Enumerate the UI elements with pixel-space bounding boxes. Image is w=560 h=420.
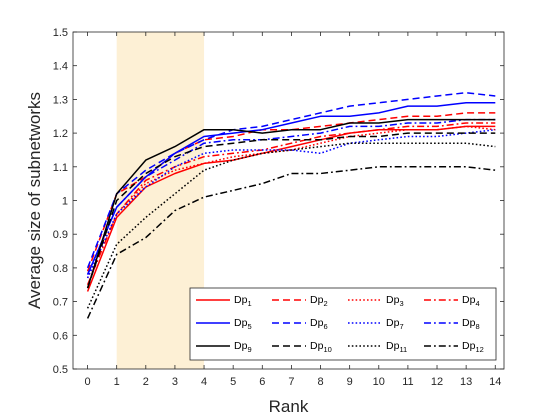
y-tick-label: 1.3 <box>53 94 68 106</box>
x-tick-label: 2 <box>143 376 149 388</box>
y-tick-label: 0.9 <box>53 229 68 241</box>
y-tick-label: 1.4 <box>53 61 68 73</box>
series-line-dp1 <box>86 125 496 292</box>
x-axis-label: Rank <box>269 397 309 416</box>
y-axis-label: Average size of subnetworks <box>25 92 44 309</box>
legend-label-dp1: Dp1 <box>234 294 252 308</box>
series-line-dp7 <box>86 128 496 279</box>
legend-label-dp9: Dp9 <box>234 340 252 354</box>
series-line-dp2 <box>86 112 496 272</box>
y-tick-label: 1.5 <box>53 27 68 39</box>
ticks-layer: 0 1 2 3 4 5 6 7 8 9 10 11 12 13 140.50.60.70.80.911.11… <box>53 27 504 388</box>
legend-label-dp5: Dp5 <box>234 317 252 331</box>
x-tick-label: 10 <box>373 376 385 388</box>
x-tick-label: 9 <box>347 376 353 388</box>
x-tick-label: 0 <box>84 376 90 388</box>
x-tick-label: 7 <box>288 376 294 388</box>
legend-label-dp3: Dp3 <box>386 294 404 308</box>
y-tick-label: 0.5 <box>53 364 68 376</box>
legend-label-dp6: Dp6 <box>310 317 328 331</box>
series-line-dp6 <box>86 91 496 269</box>
legend-label-dp2: Dp2 <box>310 294 328 308</box>
x-tick-label: 1 <box>114 376 120 388</box>
x-tick-label: 13 <box>460 376 472 388</box>
y-tick-label: 0.7 <box>53 297 68 309</box>
y-tick-label: 1 <box>62 196 68 208</box>
x-tick-label: 12 <box>431 376 443 388</box>
x-tick-label: 6 <box>259 376 265 388</box>
legend-label-dp4: Dp4 <box>462 294 480 308</box>
series-line-dp12 <box>86 166 496 319</box>
x-tick-label: 3 <box>172 376 178 388</box>
series-line-dp4 <box>86 122 496 286</box>
y-tick-label: 0.6 <box>53 330 68 342</box>
highlight-band <box>116 32 205 369</box>
series-layer <box>86 91 496 319</box>
x-tick-label: 5 <box>230 376 236 388</box>
series-line-dp8 <box>86 118 496 275</box>
legend-label-dp7: Dp7 <box>386 317 404 331</box>
legend-label-dp8: Dp8 <box>462 317 480 331</box>
series-line-dp10 <box>86 132 496 289</box>
highlight-band-layer <box>116 32 205 369</box>
x-tick-label: 14 <box>489 376 501 388</box>
y-tick-label: 0.8 <box>53 263 68 275</box>
series-line-dp11 <box>86 142 496 309</box>
series-line-dp5 <box>86 102 496 275</box>
x-tick-label: 4 <box>201 376 207 388</box>
series-line-dp9 <box>86 118 496 289</box>
y-tick-label: 1.2 <box>53 128 68 140</box>
y-tick-label: 1.1 <box>53 162 68 174</box>
x-tick-label: 8 <box>317 376 323 388</box>
x-tick-label: 11 <box>402 376 413 388</box>
